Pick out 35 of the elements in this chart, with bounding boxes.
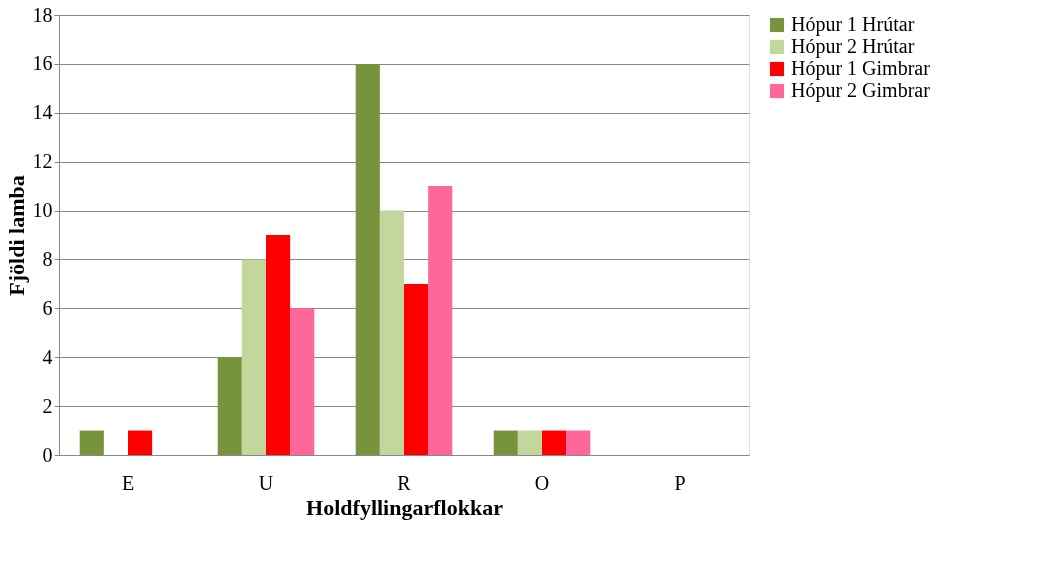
bar	[128, 430, 153, 455]
bar	[355, 63, 380, 455]
y-axis-title: Fjöldi lamba	[3, 175, 29, 296]
y-tick-label: 0	[42, 443, 53, 466]
bar	[428, 186, 453, 455]
x-tick-label: R	[397, 471, 412, 494]
y-tick-label: 2	[42, 394, 53, 417]
bar	[266, 235, 291, 455]
y-tick-label: 14	[32, 101, 53, 124]
x-tick-label: U	[258, 471, 274, 494]
bar	[79, 430, 104, 455]
bar	[379, 210, 404, 455]
bar	[241, 259, 266, 455]
legend-label: Hópur 2 Hrútar	[791, 35, 915, 58]
y-tick-label: 10	[32, 199, 53, 222]
y-tick-label: 12	[32, 150, 53, 173]
y-tick-label: 16	[32, 52, 53, 75]
legend-label: Hópur 2 Gimbrar	[791, 79, 931, 102]
x-axis-title: Holdfyllingarflokkar	[306, 494, 504, 520]
y-tick-label: 18	[32, 3, 53, 26]
legend-label: Hópur 1 Gimbrar	[791, 57, 931, 80]
bar	[542, 430, 567, 455]
y-tick-label: 8	[42, 247, 53, 270]
x-tick-label: E	[121, 471, 135, 494]
bar	[404, 283, 429, 455]
x-tick-label: O	[534, 471, 550, 494]
legend-label: Hópur 1 Hrútar	[791, 13, 915, 36]
y-tick-label: 6	[42, 296, 53, 319]
bar	[517, 430, 542, 455]
bar	[217, 357, 242, 455]
bar	[566, 430, 591, 455]
x-tick-label: P	[674, 471, 686, 494]
bar	[493, 430, 518, 455]
y-tick-label: 4	[42, 345, 53, 368]
bar	[290, 308, 315, 455]
